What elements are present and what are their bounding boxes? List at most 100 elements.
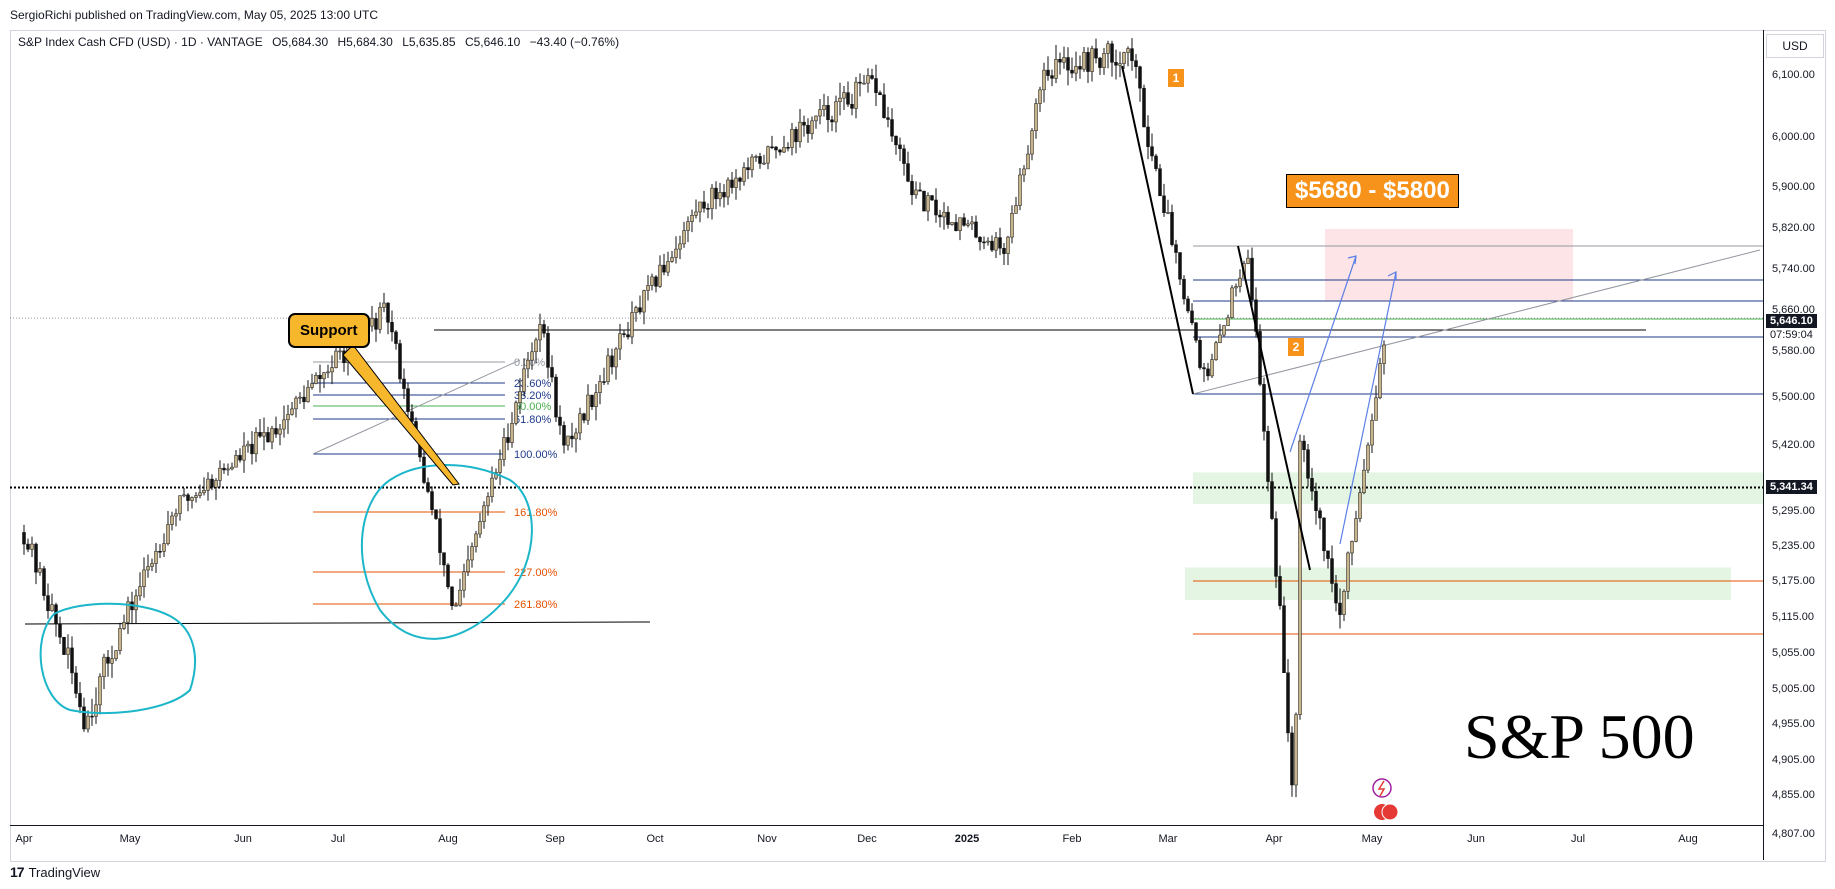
tradingview-logo[interactable]: 17 TradingView (10, 864, 100, 880)
candle-body (486, 496, 490, 507)
candle-body (114, 650, 118, 659)
candle-body (778, 149, 782, 153)
candle-body (446, 564, 450, 588)
candle-body (234, 455, 238, 468)
candle-body (146, 566, 150, 571)
candle-body (702, 201, 706, 209)
candle-body (1278, 576, 1282, 606)
last-price-badge: 5,646.10 (1766, 314, 1817, 328)
candle-body (474, 533, 478, 547)
channel-line (1192, 249, 1761, 395)
candle-body (1138, 66, 1142, 89)
candle-body (966, 223, 970, 226)
candle-body (1354, 518, 1358, 542)
candle-body (518, 391, 522, 403)
candle-body (46, 595, 50, 612)
candle-body (850, 104, 854, 109)
candle-body (90, 715, 94, 718)
candle-body (862, 82, 866, 85)
candle-body (1314, 490, 1318, 511)
candle-body (514, 402, 518, 424)
candle-body (1118, 63, 1122, 66)
candle-body (410, 411, 414, 422)
candle-body (1346, 552, 1350, 592)
fib-level-label: 100.00% (514, 449, 558, 461)
candle-body (278, 428, 282, 435)
candle-body (650, 276, 654, 286)
candle-body (314, 375, 318, 384)
candle-body (214, 480, 218, 488)
candle-body (330, 367, 334, 373)
candle-body (110, 658, 114, 664)
candle-body (186, 494, 190, 501)
support-label: Support (288, 313, 370, 348)
candle-body (1122, 52, 1126, 64)
candle-body (118, 628, 122, 651)
highlight-circle (360, 464, 533, 640)
candle-body (282, 419, 286, 430)
candle-body (882, 94, 886, 118)
candle-body (1170, 212, 1174, 245)
candle-body (310, 383, 314, 388)
price-axis[interactable] (1763, 30, 1764, 860)
time-tick-label: May (119, 833, 141, 845)
candle-body (1370, 420, 1374, 446)
arrow-head (1347, 255, 1397, 280)
candle-body (178, 495, 182, 514)
symbol-name[interactable]: S&P Index Cash CFD (USD) · 1D · VANTAGE (18, 35, 263, 49)
candle-body (162, 543, 166, 552)
candle-body (774, 146, 778, 151)
candle-body (870, 75, 874, 79)
candle-body (614, 348, 618, 368)
candle-body (154, 551, 158, 564)
candle-body (318, 375, 322, 380)
candle-body (726, 179, 730, 198)
chart-frame (10, 30, 1826, 862)
candle-body (790, 129, 794, 148)
candle-body (1130, 48, 1134, 61)
candle-body (138, 586, 142, 597)
candle-body (886, 117, 890, 120)
candle-body (738, 177, 742, 182)
candle-body (490, 477, 494, 497)
candle-body (1070, 69, 1074, 74)
candle-body (290, 408, 294, 415)
candle-body (598, 381, 602, 393)
candle-body (786, 147, 790, 149)
candle-body (570, 435, 574, 440)
candle-body (190, 497, 194, 501)
candle-body (994, 237, 998, 251)
candle-body (510, 423, 514, 443)
candle-body (662, 264, 666, 273)
candle-body (658, 264, 662, 287)
candle-body (438, 518, 442, 553)
candle-body (422, 456, 426, 483)
candle-body (1210, 359, 1214, 377)
tradingview-brand: TradingView (28, 864, 101, 880)
time-axis[interactable] (10, 825, 1764, 826)
candle-body (1270, 481, 1274, 519)
candle-body (386, 302, 390, 323)
candle-body (242, 445, 246, 461)
price-tick-label: 4,905.00 (1772, 754, 1815, 766)
candle-body (450, 586, 454, 607)
fib-trend-line (312, 359, 521, 455)
candle-body (122, 622, 126, 629)
candle-body (566, 435, 570, 446)
candle-body (546, 333, 550, 368)
fib-level-label: 261.80% (514, 599, 558, 611)
candle-body (1034, 103, 1038, 131)
candle-body (590, 394, 594, 408)
candle-body (1334, 583, 1338, 604)
wave-label-2: 2 (1288, 338, 1304, 356)
candle-body (1082, 52, 1086, 70)
currency-selector[interactable]: USD (1766, 34, 1824, 58)
candle-body (1234, 286, 1238, 289)
candle-body (1050, 75, 1054, 79)
candle-body (1310, 478, 1314, 492)
candle-body (814, 115, 818, 122)
candle-body (678, 243, 682, 250)
candle-body (202, 490, 206, 494)
candle-body (602, 381, 606, 383)
